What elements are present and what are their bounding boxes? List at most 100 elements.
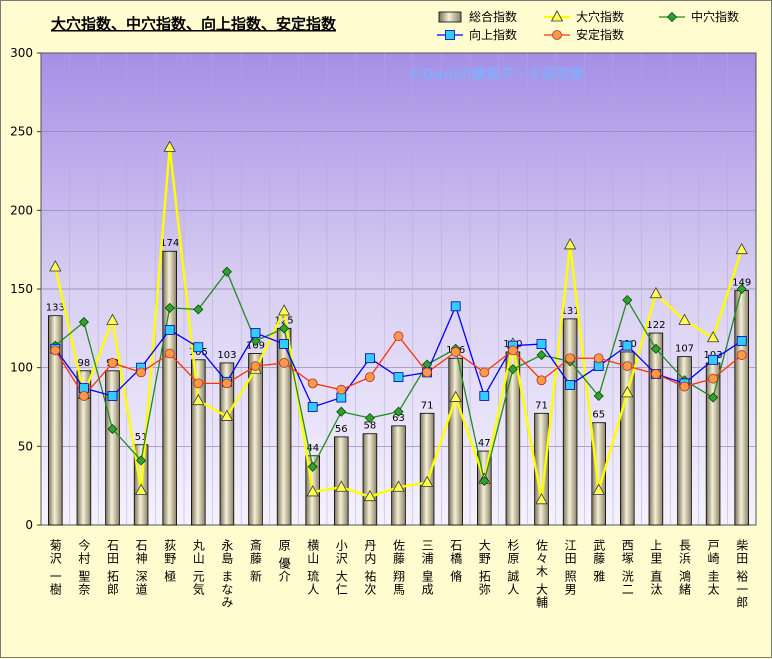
x-tick-label-text: 三浦 皇成 — [420, 539, 434, 596]
point-diamond — [593, 390, 604, 402]
x-tick-label-text: 佐藤 翔馬 — [392, 539, 406, 596]
bar-value-label: 47 — [478, 438, 491, 449]
point-triangle — [335, 480, 348, 492]
x-tick-label-text: 石神 深道 — [134, 539, 148, 596]
point-diamond — [336, 406, 347, 417]
x-tick-label: 丸山 元気 — [191, 539, 205, 596]
bar-value-label: 71 — [535, 400, 548, 411]
x-tick-label: 永島 まなみ — [220, 539, 234, 609]
bar — [362, 433, 378, 526]
x-tick-label-text: 上里 直汰 — [649, 539, 663, 596]
point-diamond — [193, 304, 204, 315]
x-tick-label-text: 佐々木 大輔 — [535, 539, 549, 609]
point-square — [250, 328, 261, 338]
x-tick-label: 斎藤 新 — [249, 538, 263, 583]
bar-value-label: 122 — [646, 320, 665, 331]
bar — [534, 412, 549, 526]
legend-item: 向上指数 — [437, 27, 517, 42]
point-diamond — [650, 343, 661, 354]
point-triangle — [592, 483, 605, 495]
point-circle — [307, 378, 318, 389]
point-square — [565, 380, 575, 390]
x-tick-label-text: 菊沢 一樹 — [48, 539, 62, 596]
bar — [648, 332, 664, 526]
point-triangle — [649, 286, 663, 299]
point-square — [736, 336, 747, 346]
bar-value-label: 65 — [592, 410, 605, 421]
point-triangle — [392, 480, 405, 492]
bar-value-label: 98 — [78, 358, 91, 369]
point-square — [307, 402, 318, 412]
bar-value-label: 71 — [421, 400, 434, 411]
bar — [677, 356, 692, 526]
point-square — [622, 340, 633, 351]
point-diamond — [364, 412, 375, 424]
y-tick-label: 250 — [10, 125, 33, 139]
point-circle — [250, 361, 261, 371]
bar-value-label: 125 — [275, 315, 294, 326]
legend-label: 総合指数 — [469, 9, 517, 24]
x-tick-label-text: 柴田 裕一郎 — [735, 539, 749, 609]
bar — [276, 327, 292, 526]
point-triangle — [192, 393, 205, 406]
y-tick-label: 200 — [10, 203, 33, 217]
point-triangle — [134, 483, 148, 495]
point-triangle — [449, 390, 462, 402]
point-square — [193, 342, 204, 353]
point-diamond — [136, 455, 147, 466]
legend-marker — [550, 10, 564, 22]
point-circle — [50, 345, 61, 356]
x-tick-label: 大野 拓弥 — [477, 539, 491, 596]
bar-value-label: 56 — [335, 424, 348, 435]
y-tick-label: 150 — [10, 282, 33, 296]
x-tick-label-text: 今村 聖奈 — [77, 538, 91, 596]
bar-value-label: 109 — [246, 341, 265, 352]
bar — [219, 362, 235, 526]
point-circle — [422, 367, 433, 378]
x-tick-label-text: 丹内 祐次 — [363, 539, 377, 596]
x-tick-label-text: 戸崎 圭太 — [706, 539, 720, 596]
bar-value-label: 107 — [675, 344, 694, 355]
point-diamond — [250, 335, 261, 346]
point-diamond — [622, 294, 633, 306]
x-tick-label: 小沢 大仁 — [334, 539, 348, 596]
legend-item: 中穴指数 — [659, 9, 739, 24]
point-square — [536, 339, 547, 349]
bar — [48, 315, 63, 526]
point-square — [479, 391, 490, 401]
point-circle — [364, 372, 375, 383]
x-tick-label: 佐々木 大輔 — [535, 539, 549, 609]
x-tick-label-text: 永島 まなみ — [220, 539, 234, 609]
x-tick-label-text: 石田 拓郎 — [106, 539, 120, 596]
point-circle — [651, 369, 661, 379]
bar-value-label: 103 — [217, 350, 236, 361]
point-square — [164, 325, 175, 335]
bar — [591, 422, 606, 526]
x-tick-label-text: 石橋 脩 — [449, 539, 463, 583]
point-square — [279, 339, 290, 349]
point-square — [450, 301, 461, 312]
legend-swatch — [438, 11, 462, 23]
legend-item: 安定指数 — [544, 27, 624, 42]
point-diamond — [393, 406, 404, 417]
x-tick-label: 丹内 祐次 — [363, 539, 377, 596]
bar-value-label: 133 — [46, 303, 65, 314]
x-tick-label: 上里 直汰 — [649, 539, 663, 596]
x-tick-label-text: 西塚 洸二 — [620, 539, 634, 596]
bar — [448, 357, 463, 526]
bar-value-label: 51 — [135, 432, 148, 443]
x-tick-label-text: 杉原 誠人 — [506, 539, 520, 596]
point-diamond — [107, 423, 118, 435]
bar — [734, 290, 749, 526]
x-tick-label-text: 小沢 大仁 — [334, 539, 348, 596]
point-triangle — [535, 492, 548, 505]
legend-item: 大穴指数 — [544, 9, 624, 24]
x-tick-label: 江田 照男 — [563, 539, 577, 596]
point-triangle — [706, 330, 720, 343]
point-diamond — [78, 316, 89, 328]
legend-marker — [445, 30, 455, 40]
bar-value-label: 174 — [160, 238, 179, 249]
bar-value-label: 131 — [561, 306, 580, 317]
x-tick-label-text: 丸山 元気 — [191, 539, 205, 596]
